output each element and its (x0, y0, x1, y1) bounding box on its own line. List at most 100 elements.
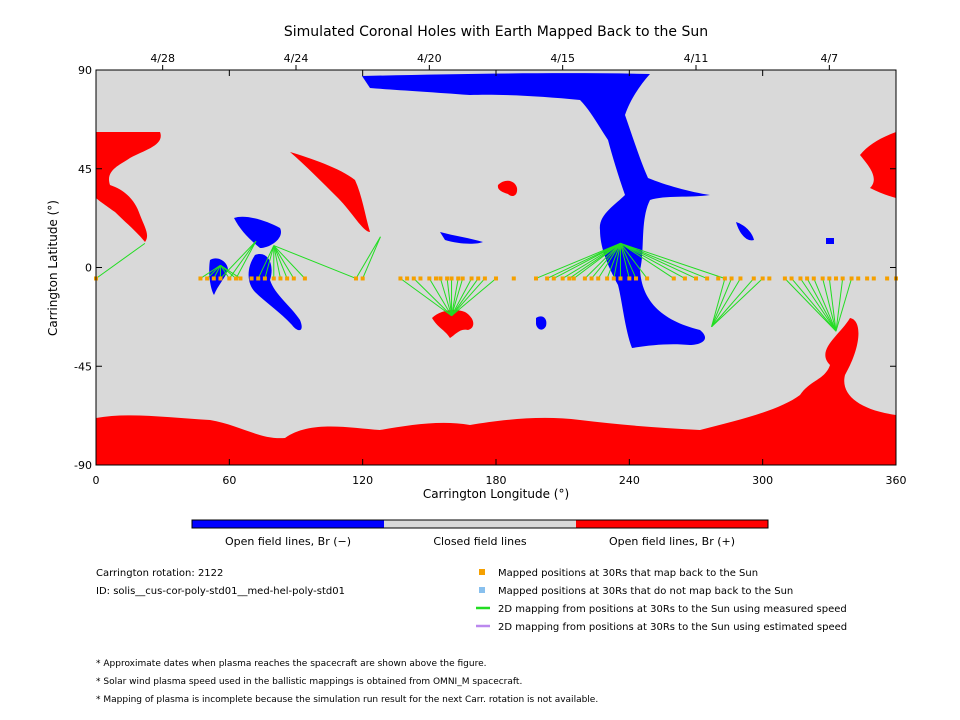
northeast-positive-region (860, 132, 896, 198)
mapped-point (840, 276, 845, 281)
mapped-point (360, 276, 365, 281)
mapped-point (285, 276, 290, 281)
mapping-line (451, 278, 472, 317)
mapped-point (645, 276, 650, 281)
mapped-point (571, 276, 576, 281)
positive-streak (290, 152, 370, 232)
mapping-line (213, 265, 221, 279)
mapping-line (711, 278, 733, 327)
mapping-line (273, 245, 281, 279)
legend: Mapped positions at 30Rs that map back t… (476, 568, 847, 633)
date-tick-label: 4/24 (284, 52, 309, 65)
y-axis: 90 45 0 -45 -90 (74, 64, 896, 472)
mapping-line (591, 243, 621, 279)
positive-footpoint-region (432, 310, 474, 338)
mapping-line (362, 236, 381, 279)
mapped-point (482, 276, 487, 281)
mapped-point (618, 276, 623, 281)
mapped-point (729, 276, 734, 281)
x-tick-label: 120 (352, 474, 373, 487)
mapping-line (791, 278, 837, 332)
x-tick-label: 300 (752, 474, 773, 487)
positive-spot (497, 180, 518, 196)
mapping-line (451, 278, 459, 316)
mapped-point (849, 276, 854, 281)
mapping-line (206, 264, 221, 279)
mapping-line (446, 278, 453, 316)
colorbar: Open field lines, Br (−) Closed field li… (191, 519, 769, 548)
y-tick-label: 45 (78, 163, 92, 176)
mapped-point (694, 276, 698, 281)
mapped-point (218, 276, 223, 281)
mapping-line (535, 242, 621, 279)
mapping-line (273, 245, 357, 279)
mapping-line (806, 278, 837, 332)
mapping-line (620, 242, 697, 279)
mapped-point (234, 276, 238, 281)
mapped-point (418, 276, 423, 281)
mapping-line (355, 236, 381, 279)
mapping-line (835, 278, 844, 332)
mapping-line (822, 278, 837, 332)
mapped-point (249, 276, 254, 281)
mapped-point (445, 276, 450, 281)
mapped-point (256, 276, 261, 281)
top-date-axis: 4/28 4/24 4/20 4/15 4/11 4/7 (150, 52, 838, 70)
date-tick-label: 4/11 (684, 52, 709, 65)
mapped-point (262, 276, 267, 281)
negative-strip (440, 232, 483, 244)
x-tick-label: 360 (886, 474, 907, 487)
chart-title: Simulated Coronal Holes with Earth Mappe… (284, 24, 708, 40)
mapped-point (834, 276, 838, 281)
mapped-point (589, 276, 594, 281)
mapping-line (573, 242, 621, 279)
mapped-point (682, 276, 687, 281)
mapped-point (856, 276, 861, 281)
mapped-point (738, 276, 743, 281)
colorbar-positive (576, 520, 768, 528)
mapped-point (782, 276, 787, 281)
mapped-point (760, 276, 765, 281)
negative-east-streak (736, 222, 754, 241)
mapped-point (534, 276, 538, 281)
mapping-line (235, 240, 257, 279)
mapping-points (94, 276, 898, 281)
mapped-point (449, 276, 454, 281)
mapped-point (354, 276, 358, 281)
northwest-positive-region (96, 132, 161, 242)
legend-marker-unmapped (479, 587, 485, 593)
negative-small-spot (536, 316, 547, 330)
mapping-line (620, 242, 675, 279)
note-1: * Approximate dates when plasma reaches … (96, 659, 487, 669)
x-tick-label: 180 (486, 474, 507, 487)
mapped-point (611, 276, 616, 281)
y-tick-label: 90 (78, 64, 92, 77)
mapping-line (800, 278, 837, 332)
mapping-line (813, 278, 837, 332)
x-tick-label: 0 (93, 474, 100, 487)
mapping-line (264, 245, 275, 279)
mapped-point (865, 276, 870, 281)
mapping-line (439, 278, 453, 316)
mapped-point (705, 276, 710, 281)
mapped-point (398, 276, 403, 281)
colorbar-closed (384, 520, 576, 528)
colorbar-frame (191, 519, 769, 529)
mapping-lines (95, 236, 853, 332)
legend-label-unmapped: Mapped positions at 30Rs that do not map… (498, 586, 793, 597)
legend-label-estimated: 2D mapping from positions at 30Rs to the… (498, 622, 847, 633)
mapping-line (711, 278, 726, 327)
mapped-point (291, 276, 296, 281)
mapping-line (606, 243, 621, 279)
mapping-line (711, 278, 764, 328)
mapping-line (400, 278, 452, 317)
x-tick-label: 60 (222, 474, 236, 487)
mapping-line (584, 243, 621, 279)
legend-label-mapped: Mapped positions at 30Rs that map back t… (498, 568, 758, 579)
mapping-line (828, 278, 837, 332)
mapping-line (200, 264, 221, 279)
note-2: * Solar wind plasma speed used in the ba… (96, 677, 522, 687)
date-tick-label: 4/15 (550, 52, 575, 65)
carrington-rotation: Carrington rotation: 2122 (96, 568, 223, 579)
y-tick-label: -90 (74, 459, 92, 472)
